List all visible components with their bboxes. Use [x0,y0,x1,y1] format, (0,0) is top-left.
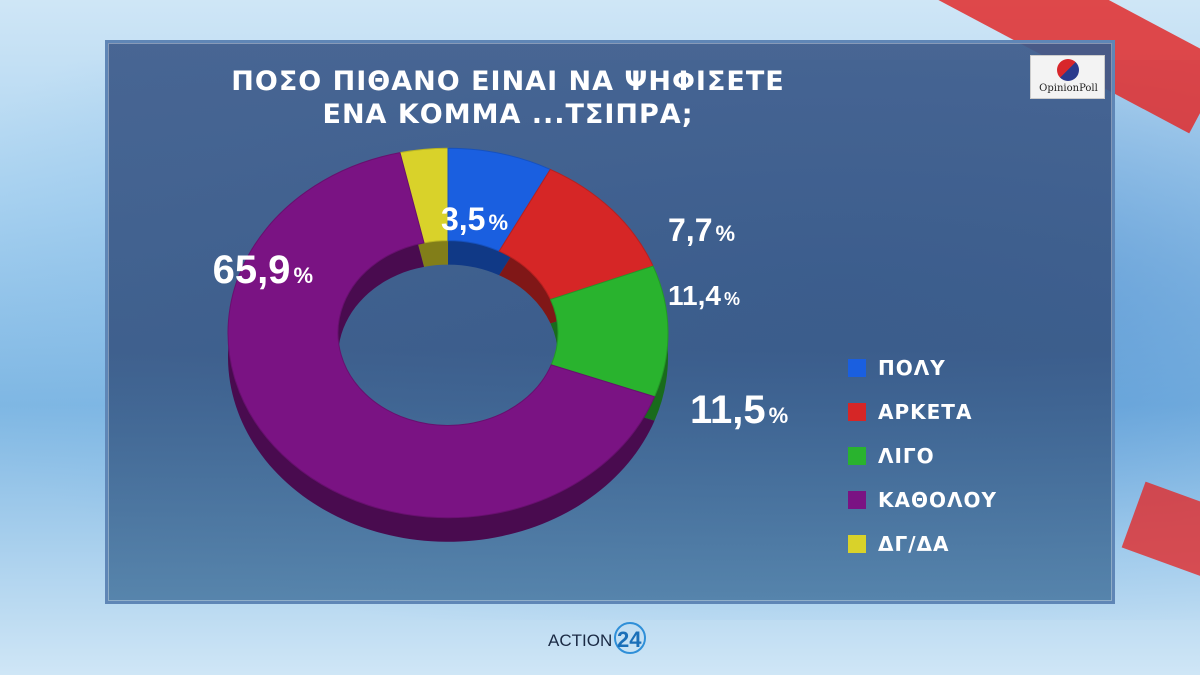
chart-title: ΠΟΣΟ ΠΙΘΑΝΟ ΕΙΝΑΙ ΝΑ ΨΗΦΙΣΕΤΕ ΕΝΑ ΚΟΜΜΑ … [108,65,908,131]
legend-label-0: ΠΟΛΥ [878,356,946,380]
legend-label-3: ΚΑΘΟΛΟΥ [878,488,997,512]
chart-title-line-2: ΕΝΑ ΚΟΜΜΑ ...ΤΣΙΠΡΑ; [322,99,694,130]
legend-swatch-1 [848,403,866,421]
legend-swatch-4 [848,535,866,553]
chart-panel: ΠΟΣΟ ΠΙΘΑΝΟ ΕΙΝΑΙ ΝΑ ΨΗΦΙΣΕΤΕ ΕΝΑ ΚΟΜΜΑ … [105,40,1115,604]
opinion-poll-logo-mark [1057,59,1079,81]
data-label-2: 11,5% [690,388,788,432]
action24-logo-ring [614,622,646,654]
action24-logo-text: ACTION [548,631,613,650]
data-label-3: 65,9% [213,248,313,292]
data-label-1: 11,4% [668,280,740,311]
legend-swatch-0 [848,359,866,377]
action24-logo-number: 24 [617,627,642,652]
legend-label-4: ΔΓ/ΔΑ [878,532,950,556]
slice-3 [227,152,656,519]
donut-chart: 7,7 % 11,4 % 11,5 % 65,9 % 3,5% [213,147,788,542]
data-label-4: 3,5% [441,201,508,237]
opinion-poll-logo-text: OpinionPoll [1039,83,1098,94]
legend-label-1: ΑΡΚΕΤΑ [878,400,973,424]
chart-title-line-1: ΠΟΣΟ ΠΙΘΑΝΟ ΕΙΝΑΙ ΝΑ ΨΗΦΙΣΕΤΕ [231,66,785,97]
legend-swatch-3 [848,491,866,509]
opinion-poll-logo: OpinionPoll [1030,55,1105,99]
legend-swatch-2 [848,447,866,465]
legend-label-2: ΛΙΓΟ [878,444,935,468]
action24-logo: ACTION 24 [548,620,658,660]
data-label-0: 7,7% [668,212,735,248]
